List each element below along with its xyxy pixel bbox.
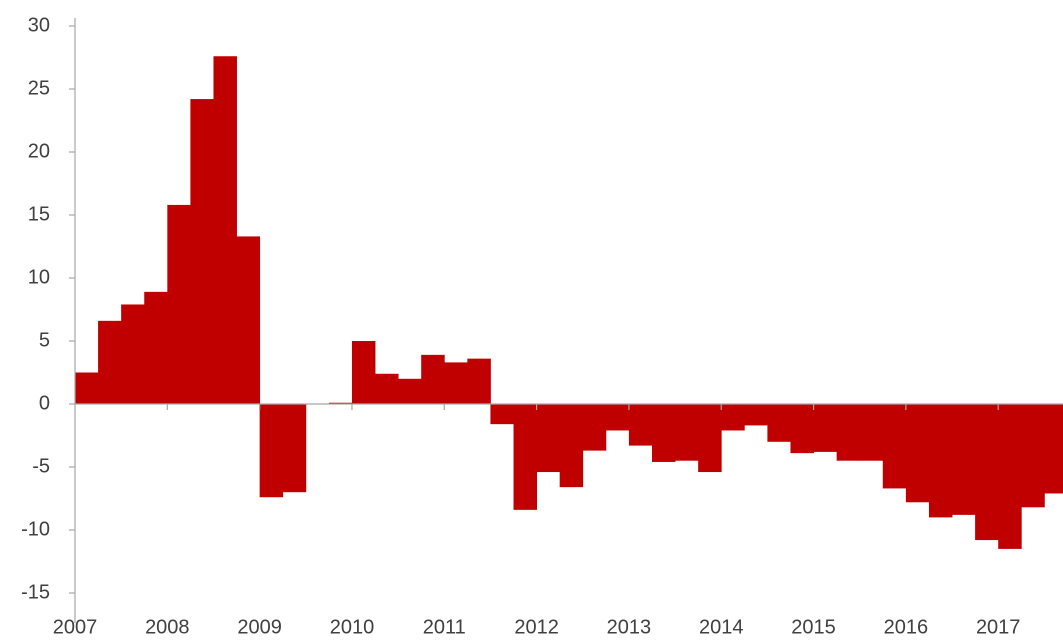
bar	[351, 341, 376, 404]
bar	[98, 320, 122, 404]
bar	[282, 404, 307, 493]
y-tick-label: -5	[32, 455, 50, 477]
bar	[836, 404, 861, 461]
x-tick-label: 2017	[976, 616, 1021, 638]
bar	[75, 372, 99, 404]
x-tick-label: 2016	[884, 616, 929, 638]
x-tick-label: 2009	[237, 616, 282, 638]
x-tick-label: 2007	[53, 616, 98, 638]
bar	[652, 404, 676, 462]
bar	[721, 404, 745, 431]
bar	[536, 404, 561, 473]
bar	[698, 404, 722, 473]
bar	[144, 291, 168, 404]
x-tick-label: 2011	[423, 616, 466, 638]
bar	[813, 404, 838, 452]
bar	[467, 358, 491, 404]
bar	[421, 354, 445, 404]
y-tick-label: -10	[21, 518, 50, 540]
y-tick-label: 15	[28, 203, 50, 225]
bar	[952, 404, 976, 515]
x-tick-label: 2013	[607, 616, 652, 638]
bar	[490, 404, 514, 425]
x-tick-label: 2012	[514, 616, 559, 638]
bar	[236, 236, 261, 404]
bar	[559, 404, 584, 488]
bar	[744, 404, 768, 426]
y-tick-label: 30	[28, 14, 50, 36]
bar	[628, 404, 653, 446]
x-tick-label: 2014	[699, 616, 744, 638]
bar	[882, 404, 907, 489]
bar	[444, 362, 468, 404]
bar	[767, 404, 791, 442]
bar	[121, 304, 145, 404]
bar	[167, 204, 191, 404]
x-tick-label: 2008	[145, 616, 190, 638]
x-tick-label: 2015	[791, 616, 836, 638]
bar	[513, 404, 537, 510]
bar	[998, 404, 1022, 549]
y-tick-label: 5	[39, 329, 50, 351]
bar	[859, 404, 884, 461]
y-tick-label: -15	[21, 581, 50, 603]
bar	[259, 404, 284, 498]
y-tick-label: 20	[28, 140, 50, 162]
bar	[675, 404, 699, 461]
bar	[190, 99, 214, 404]
bar	[328, 402, 353, 404]
bar	[1021, 404, 1045, 508]
bar	[905, 404, 930, 503]
bar	[213, 56, 237, 405]
bar	[928, 404, 953, 518]
bar	[582, 404, 607, 451]
bar	[375, 373, 399, 404]
y-tick-label: 10	[28, 266, 50, 288]
y-tick-label: 0	[39, 392, 50, 414]
y-tick-label: 25	[28, 77, 50, 99]
bar	[790, 404, 814, 454]
bar	[605, 404, 630, 431]
bar	[1044, 404, 1063, 494]
x-tick-label: 2010	[330, 616, 375, 638]
bar	[398, 378, 422, 404]
bar	[975, 404, 999, 541]
